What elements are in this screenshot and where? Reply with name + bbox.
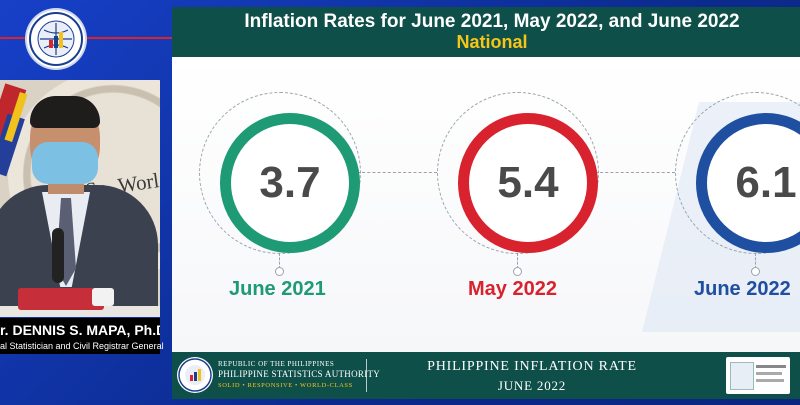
slide-header: Inflation Rates for June 2021, May 2022,… [172,7,800,57]
marker-dot-june-2021 [275,267,284,276]
certification-line [756,365,786,368]
speaker-video-feed: ASp World-cl [0,80,160,317]
rate-label-june-2022: June 2022 [694,278,791,300]
speaker-title: al Statistician and Civil Registrar Gene… [0,341,164,351]
marker-dot-may-2022 [513,267,522,276]
microphone-cluster [18,288,104,310]
microphone [52,228,64,283]
connector-2-3 [595,172,675,173]
slide-footer: REPUBLIC OF THE PHILIPPINES PHILIPPINE S… [172,352,800,399]
accent-line-right [85,37,172,39]
rate-value-june-2021: 3.7 [220,113,360,253]
microphone-secondary [92,288,114,306]
psa-footer-logo [177,357,213,393]
speaker-name: r. DENNIS S. MAPA, Ph.D. [0,322,160,338]
org-name: PHILIPPINE STATISTICS AUTHORITY [218,369,381,379]
accent-line-left [0,37,27,39]
speaker-hair [30,96,100,128]
rate-label-may-2022: May 2022 [468,278,557,300]
rate-ring-may-2022 [437,92,599,254]
presentation-slide: Inflation Rates for June 2021, May 2022,… [172,7,800,399]
certification-line [756,372,782,375]
org-country: REPUBLIC OF THE PHILIPPINES [218,360,335,368]
connector-1-2 [357,172,437,173]
certification-mark-icon [730,362,754,390]
psa-seal-logo [27,10,85,68]
stem-may-2022 [517,253,518,269]
report-date: JUNE 2022 [497,378,567,393]
slide-title: Inflation Rates for June 2021, May 2022,… [244,11,740,32]
speaker-face-mask [32,142,98,184]
marker-dot-june-2022 [751,267,760,276]
iso-certification-badge [726,357,790,394]
report-title: PHILIPPINE INFLATION RATE [427,359,637,374]
stem-june-2022 [755,253,756,269]
rate-label-june-2021: June 2021 [229,278,326,300]
rate-value-may-2022: 5.4 [458,113,598,253]
stem-june-2021 [279,253,280,269]
rate-value-june-2022: 6.1 [696,113,800,253]
certification-line [756,379,784,382]
desk [0,306,160,317]
rate-ring-june-2021 [199,92,361,254]
footer-divider [366,359,367,392]
slide-subtitle: National [456,32,528,52]
lower-third-bar [0,318,160,354]
org-motto: SOLID • RESPONSIVE • WORLD-CLASS [218,382,353,389]
slide-body: 3.7 June 2021 5.4 May 2022 6.1 June 2022 [172,57,800,352]
